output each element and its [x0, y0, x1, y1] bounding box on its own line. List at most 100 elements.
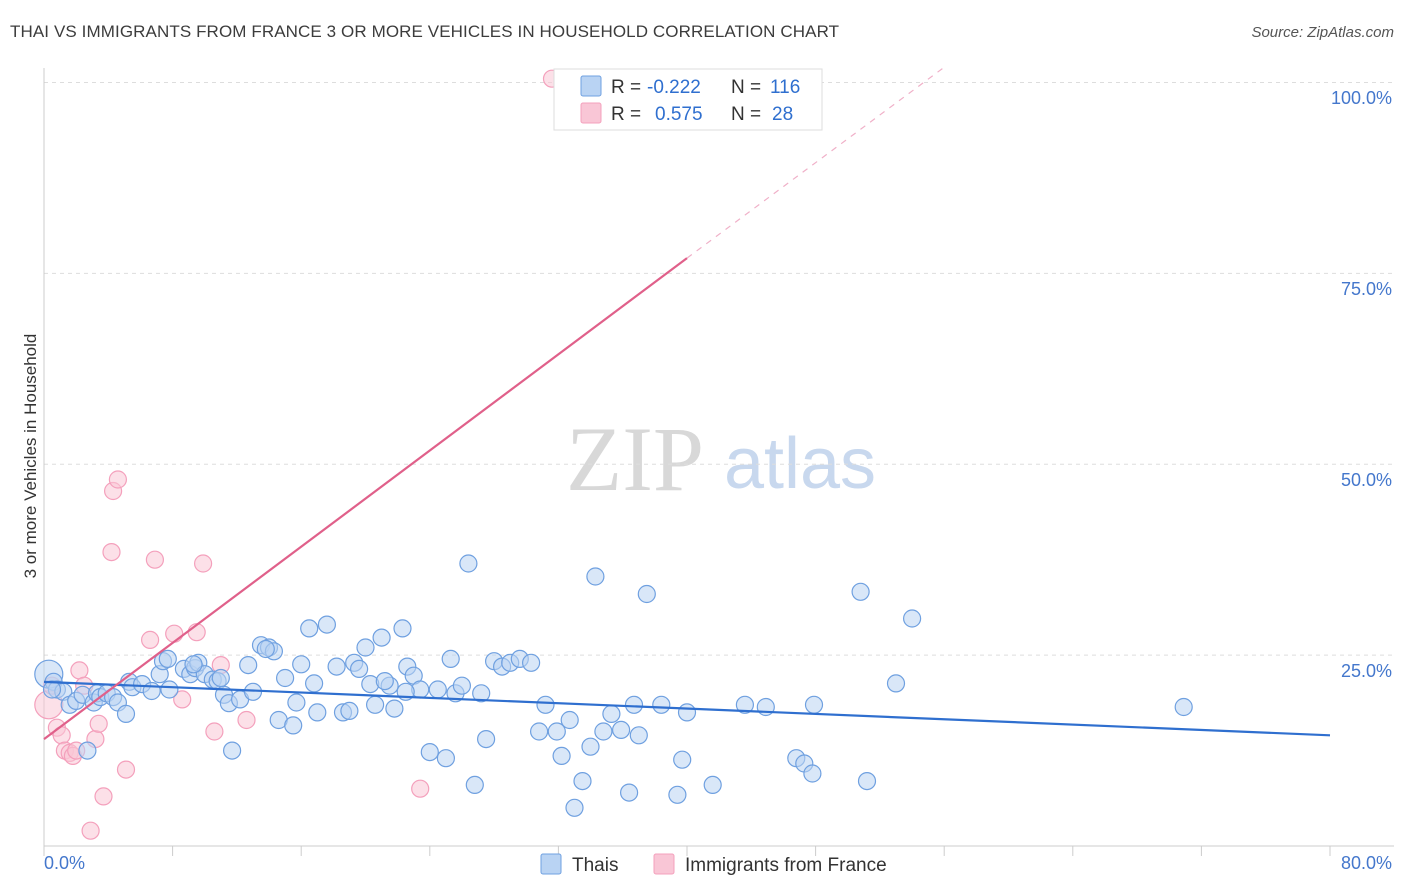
point-thais	[300, 619, 319, 638]
point-thais	[857, 771, 877, 791]
bottom-legend-label-france: Immigrants from France	[685, 855, 887, 876]
point-thais	[366, 695, 385, 714]
point-thais	[560, 710, 579, 730]
point-thais	[619, 783, 639, 802]
y-tick-25: 25.0%	[1341, 661, 1392, 681]
axes	[43, 68, 1394, 856]
point-thais	[594, 722, 613, 741]
point-immigrants-from-france	[108, 470, 128, 489]
point-thais	[420, 742, 439, 762]
point-thais	[441, 649, 460, 669]
point-thais	[629, 726, 648, 745]
point-thais	[459, 554, 478, 573]
point-thais	[886, 674, 906, 693]
legend-n-value-thais: 116	[770, 77, 800, 98]
point-thais	[160, 680, 179, 699]
point-thais	[673, 750, 692, 769]
point-thais	[184, 655, 203, 674]
point-thais	[1174, 697, 1193, 717]
point-thais	[677, 703, 697, 722]
y-axis-label: 3 or more Vehicles in Household	[21, 334, 40, 579]
point-thais	[327, 657, 346, 676]
point-thais	[436, 749, 455, 768]
point-thais	[42, 680, 62, 699]
trend-line-immigrants-from-france	[43, 257, 688, 740]
point-thais	[611, 720, 631, 740]
point-thais	[276, 668, 295, 688]
point-thais	[521, 653, 541, 672]
point-immigrants-from-france	[194, 554, 213, 573]
point-immigrants-from-france	[141, 630, 160, 650]
point-thais	[356, 638, 375, 657]
point-thais	[602, 704, 621, 724]
point-thais	[465, 775, 484, 795]
point-immigrants-from-france	[145, 550, 164, 569]
point-thais	[573, 771, 592, 791]
point-thais	[536, 695, 555, 714]
point-immigrants-from-france	[102, 542, 121, 562]
point-thais	[851, 582, 870, 601]
point-immigrants-from-france	[173, 690, 192, 709]
trend-line-immigrants-from-france-extension	[686, 66, 945, 259]
point-thais	[78, 741, 97, 760]
legend-r-value-france: 0.575	[655, 104, 703, 125]
point-thais	[305, 674, 324, 693]
legend-swatch-thais	[580, 75, 602, 97]
point-thais	[472, 684, 491, 703]
point-thais	[586, 567, 605, 586]
point-thais	[239, 655, 258, 675]
point-thais	[452, 676, 471, 695]
point-thais	[287, 693, 306, 712]
point-thais	[668, 785, 687, 804]
point-thais	[735, 695, 755, 714]
point-thais	[581, 737, 600, 756]
point-immigrants-from-france	[411, 779, 430, 798]
y-tick-75: 75.0%	[1341, 279, 1392, 299]
legend-r-label-thais: R =	[611, 77, 641, 98]
bottom-legend-swatch-france	[653, 853, 675, 875]
point-thais	[703, 775, 722, 795]
point-thais	[624, 695, 644, 714]
point-thais	[116, 704, 136, 724]
point-thais	[350, 659, 369, 679]
chart-source: Source: ZipAtlas.com	[1251, 24, 1394, 41]
x-tick-max: 80.0%	[1341, 853, 1392, 873]
point-thais	[372, 628, 391, 647]
point-thais	[803, 764, 822, 783]
legend-n-label-thais: N =	[731, 77, 761, 98]
point-thais	[552, 746, 571, 766]
bottom-legend-swatch-thais	[540, 853, 562, 875]
point-immigrants-from-france	[237, 710, 256, 730]
point-immigrants-from-france	[94, 787, 113, 806]
legend-swatch-france	[580, 102, 602, 124]
point-immigrants-from-france	[165, 624, 184, 643]
point-thais	[804, 695, 824, 714]
point-thais	[529, 722, 549, 741]
y-tick-50: 50.0%	[1341, 470, 1392, 490]
point-thais	[284, 716, 303, 735]
trend-line-thais	[43, 680, 1331, 737]
point-thais	[547, 722, 566, 741]
bottom-legend: Thais Immigrants from France	[540, 853, 887, 876]
point-thais	[308, 703, 327, 722]
point-thais	[375, 671, 394, 691]
point-immigrants-from-france	[70, 661, 89, 680]
stats-legend: R = -0.222 N = 116 R = 0.575 N = 28	[553, 68, 823, 131]
point-thais	[902, 609, 922, 628]
point-thais	[292, 655, 311, 674]
chart-title: THAI VS IMMIGRANTS FROM FRANCE 3 OR MORE…	[10, 22, 840, 41]
legend-n-label-france: N =	[731, 104, 761, 125]
point-immigrants-from-france	[205, 722, 224, 741]
point-immigrants-from-france	[116, 760, 136, 779]
point-thais	[317, 615, 336, 634]
point-thais	[565, 798, 584, 817]
legend-n-value-france: 28	[772, 104, 793, 125]
point-thais	[256, 639, 275, 659]
point-thais	[393, 619, 412, 638]
legend-r-label-france: R =	[611, 104, 641, 125]
point-thais	[158, 649, 177, 669]
points-thais	[34, 554, 1193, 817]
legend-r-value-thais: -0.222	[647, 77, 701, 98]
point-thais	[211, 668, 230, 688]
